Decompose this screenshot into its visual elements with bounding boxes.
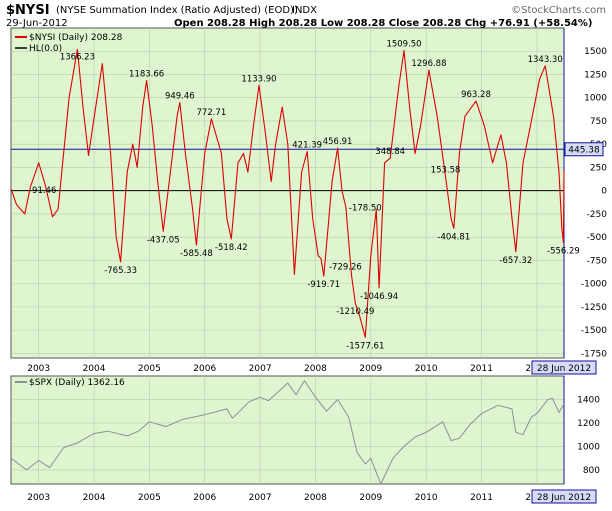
nysi-annotations: 1366.23 91.46 -765.33 1183.66 -437.05 949.46 -… <box>32 39 580 351</box>
top-date-marker: 28 Jun 2012 <box>531 360 597 375</box>
nysi-y-tick-label: -1750 <box>581 349 607 359</box>
nysi-y-tick-label: -500 <box>587 233 608 243</box>
nysi-x-tick-label: 2009 <box>359 364 382 374</box>
nysi-y-tick-label: -250 <box>587 210 608 220</box>
header-symbol: $NYSI <box>6 3 50 18</box>
bottom-date-marker-box <box>531 489 597 504</box>
header-description: (NYSE Summation Index (Ratio Adjusted) (… <box>56 5 298 16</box>
nysi-y-tick-label: -750 <box>587 256 608 266</box>
spx-vertical-grid <box>38 376 538 484</box>
nysi-peak-label: 348.84 <box>375 147 405 157</box>
nysi-peak-label: 772.71 <box>197 108 227 118</box>
spx-y-tick-label: 1000 <box>577 442 600 452</box>
spx-x-tick-label: 2006 <box>193 493 216 503</box>
nysi-peak-label: 1366.23 <box>60 53 95 63</box>
nysi-y-tick-label: -1500 <box>581 326 607 336</box>
nysi-x-tick-label: 2003 <box>27 364 50 374</box>
nysi-x-tick-label: 2008 <box>304 364 327 374</box>
nysi-y-tick-label: 750 <box>590 117 607 127</box>
nysi-value-marker: 445.38 <box>564 142 604 157</box>
nysi-marker-value: 445.38 <box>568 145 600 155</box>
nysi-y-tick-label: -1250 <box>581 303 607 313</box>
nysi-peak-label: 1133.90 <box>241 74 276 84</box>
nysi-peak-label: 456.91 <box>323 137 353 147</box>
nysi-peak-label: 153.58 <box>431 165 461 175</box>
nysi-legend: $NYSI (Daily) 208.28 HL(0.0) <box>15 33 123 54</box>
nysi-y-tick-label: 1250 <box>584 70 607 80</box>
nysi-peak-label: -437.05 <box>147 235 180 245</box>
nysi-peak-label: -729.26 <box>329 262 362 272</box>
top-date-marker-box <box>531 360 597 375</box>
nysi-peak-label: -765.33 <box>104 266 137 276</box>
spx-x-tick-label: 2004 <box>83 493 106 503</box>
spx-y-axis: 1400 1200 1000 800 <box>577 395 600 475</box>
nysi-y-tick-label: 1500 <box>584 47 607 57</box>
spx-legend: $SPX (Daily) 1362.16 <box>15 378 125 388</box>
spx-x-tick-label: 2003 <box>27 493 50 503</box>
spx-legend-label: $SPX (Daily) 1362.16 <box>29 378 125 388</box>
nysi-y-tick-label: 250 <box>590 163 607 173</box>
spx-x-tick-label: 2010 <box>415 493 438 503</box>
spx-y-tick-label: 1400 <box>577 395 600 405</box>
nysi-peak-label: 949.46 <box>165 91 195 101</box>
header-ohlc: Open 208.28 High 208.28 Low 208.28 Close… <box>174 18 592 29</box>
spx-x-tick-label: 2011 <box>470 493 493 503</box>
nysi-x-tick-label: 2004 <box>83 364 106 374</box>
nysi-peak-label: 421.39 <box>292 141 322 151</box>
header-exchange: INDX <box>292 5 317 16</box>
nysi-y-tick-label: 1000 <box>584 94 607 104</box>
nysi-peak-label: -518.42 <box>215 243 248 253</box>
nysi-peak-label: -657.32 <box>499 256 532 266</box>
nysi-peak-label: 963.28 <box>461 90 491 100</box>
nysi-x-tick-label: 2011 <box>470 364 493 374</box>
nysi-x-tick-label: 2007 <box>249 364 272 374</box>
spx-x-tick-label: 2007 <box>249 493 272 503</box>
spx-x-tick-label: 2009 <box>359 493 382 503</box>
spx-x-tick-label: 2005 <box>138 493 161 503</box>
nysi-peak-label: -1577.61 <box>346 341 384 351</box>
nysi-peak-label: -919.71 <box>307 280 340 290</box>
nysi-peak-label: 1296.88 <box>411 59 446 69</box>
spx-x-tick-label: 2008 <box>304 493 327 503</box>
spx-series-line <box>10 380 565 485</box>
nysi-peak-label: -556.29 <box>547 246 580 256</box>
nysi-peak-label: -404.81 <box>437 232 470 242</box>
nysi-x-tick-label: 2010 <box>415 364 438 374</box>
nysi-vertical-grid <box>38 28 538 358</box>
nysi-peak-label: -1046.94 <box>360 292 398 302</box>
nysi-peak-label: -1210.49 <box>336 307 374 317</box>
nysi-legend-label: $NYSI (Daily) 208.28 <box>29 33 123 43</box>
nysi-y-tick-label: 0 <box>601 187 607 197</box>
nysi-plot-area <box>10 27 565 359</box>
nysi-peak-label: 91.46 <box>32 186 56 196</box>
nysi-y-tick-label: -1000 <box>581 280 607 290</box>
stockcharts-brand: ©StockCharts.com <box>511 5 606 16</box>
nysi-x-tick-label: 2006 <box>193 364 216 374</box>
nysi-peak-label: 1509.50 <box>386 39 421 49</box>
nysi-peak-label: 1343.30 <box>528 55 563 65</box>
spx-panel: 1400 1200 1000 800 $SPX (Daily) 1362.16 <box>10 375 600 485</box>
bottom-date-marker: 28 Jun 2012 <box>531 489 597 504</box>
spx-plot-area <box>10 375 565 485</box>
bottom-date-marker-text: 28 Jun 2012 <box>537 493 591 503</box>
top-date-marker-text: 28 Jun 2012 <box>537 364 591 374</box>
nysi-series-line <box>10 48 565 338</box>
nysi-panel: 1366.23 91.46 -765.33 1183.66 -437.05 949.46 -… <box>10 27 608 359</box>
nysi-peak-label: 1183.66 <box>129 70 164 80</box>
nysi-x-tick-label: 2005 <box>138 364 161 374</box>
spx-y-tick-label: 800 <box>583 466 600 476</box>
nysi-marker-box <box>564 142 604 157</box>
nysi-peak-label: -585.48 <box>180 249 213 259</box>
spx-y-tick-label: 1200 <box>577 419 600 429</box>
nysi-peak-label: -178.50 <box>349 203 382 213</box>
header-date: 29-Jun-2012 <box>6 18 68 29</box>
hl-legend-label: HL(0.0) <box>29 44 62 54</box>
